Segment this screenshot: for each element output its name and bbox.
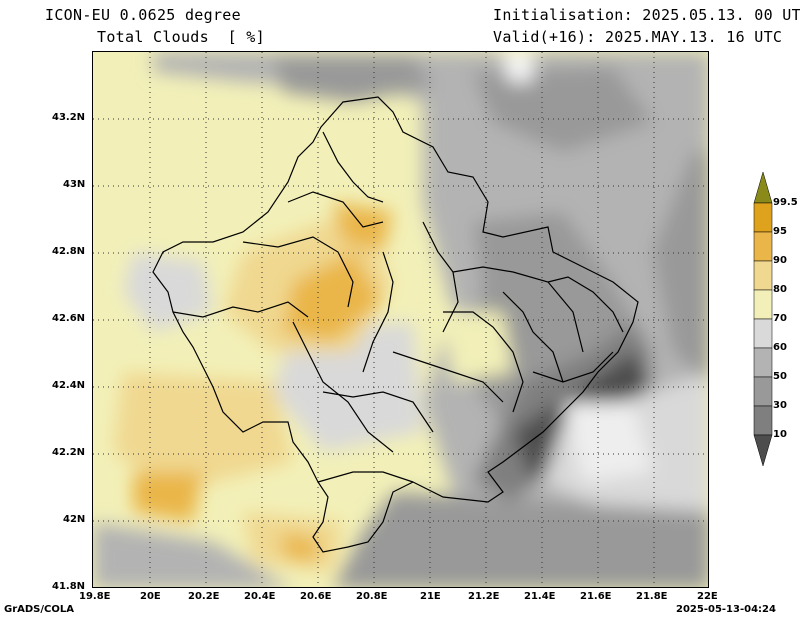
district-border — [502, 291, 564, 383]
model-title: ICON-EU 0.0625 degree — [45, 6, 241, 24]
cloud-region — [133, 472, 203, 522]
district-border — [322, 131, 384, 203]
cloud-region — [283, 532, 323, 562]
district-border — [322, 391, 434, 433]
cloud-region — [473, 67, 653, 152]
map-panel — [92, 51, 709, 588]
district-border — [452, 266, 584, 353]
district-border — [287, 191, 384, 228]
district-border — [532, 351, 614, 383]
lat-label: 42.4N — [52, 380, 86, 391]
cloud-region — [503, 52, 533, 82]
administrative-borders — [152, 96, 639, 553]
lon-label: 21E — [420, 591, 441, 602]
lon-label: 21.8E — [636, 591, 668, 602]
lon-label: 20.8E — [356, 591, 388, 602]
colorbar-swatch — [753, 376, 773, 407]
lat-label: 43.2N — [52, 112, 86, 123]
colorbar-swatch — [753, 231, 773, 262]
country-border — [152, 96, 639, 553]
lat-label: 42.2N — [52, 447, 86, 458]
lon-label: 19.8E — [79, 591, 111, 602]
cloud-region — [273, 57, 433, 102]
lat-label: 41.8N — [52, 581, 86, 592]
colorbar-bottom-arrow — [753, 434, 773, 467]
district-border — [443, 311, 524, 413]
colorbar-label: 80 — [773, 284, 787, 295]
colorbar-label: 99.5 — [773, 197, 798, 208]
lon-label: 20.2E — [188, 591, 220, 602]
lat-label: 42N — [63, 514, 86, 525]
lat-label: 42.8N — [52, 246, 86, 257]
colorbar-label: 30 — [773, 400, 787, 411]
cloud-region — [113, 372, 293, 492]
colorbar-swatch — [753, 405, 773, 436]
colorbar-label: 10 — [773, 429, 787, 440]
colorbar-swatch — [753, 318, 773, 349]
colorbar-label: 95 — [773, 226, 787, 237]
district-border — [242, 236, 354, 308]
lon-label: 21.6E — [580, 591, 612, 602]
lon-label: 20.4E — [244, 591, 276, 602]
colorbar-label: 60 — [773, 342, 787, 353]
variable-title: Total Clouds [ %] — [97, 28, 265, 46]
colorbar-swatch — [753, 289, 773, 320]
colorbar-swatch — [753, 347, 773, 378]
lat-label: 42.6N — [52, 313, 86, 324]
colorbar-swatch — [753, 260, 773, 291]
lon-label: 21.4E — [524, 591, 556, 602]
footer-credit: GrADS/COLA — [4, 604, 74, 615]
lon-label: 22E — [697, 591, 718, 602]
colorbar-top-arrow — [753, 171, 773, 204]
init-time: Initialisation: 2025.05.13. 00 UTC — [493, 6, 800, 24]
colorbar-swatch — [753, 202, 773, 233]
lon-label: 21.2E — [468, 591, 500, 602]
colorbar-label: 90 — [773, 255, 787, 266]
district-border — [392, 351, 504, 403]
district-border — [172, 301, 309, 318]
cloud-region — [443, 312, 513, 382]
district-border — [317, 471, 414, 483]
cloud-region — [334, 492, 708, 587]
colorbar-graphic — [753, 171, 773, 467]
cloud-region — [563, 402, 653, 482]
lon-label: 20.6E — [300, 591, 332, 602]
cloud-cover-map — [93, 52, 708, 587]
district-border — [362, 251, 394, 373]
lat-label: 43N — [63, 179, 86, 190]
valid-time: Valid(+16): 2025.MAY.13. 16 UTC — [493, 28, 783, 46]
district-border — [292, 321, 394, 453]
colorbar-label: 50 — [773, 371, 787, 382]
colorbar-label: 70 — [773, 313, 787, 324]
lon-label: 20E — [140, 591, 161, 602]
district-border — [547, 276, 624, 333]
cloud-region — [93, 522, 290, 587]
cloud-region — [653, 152, 708, 381]
footer-timestamp: 2025-05-13-04:24 — [676, 604, 776, 615]
